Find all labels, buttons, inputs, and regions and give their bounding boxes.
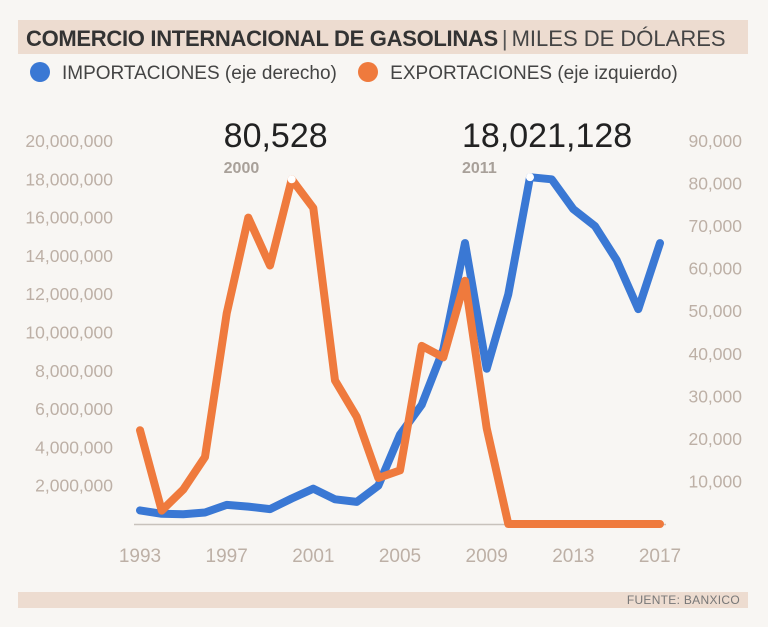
x-tick-label: 1993 (119, 546, 161, 567)
x-tick-label: 2017 (639, 546, 681, 567)
peak-year-label: 2000 (224, 160, 260, 177)
title-bar (18, 20, 748, 54)
exports-dot-icon (358, 62, 379, 82)
peak-value-label: 80,528 (224, 117, 328, 155)
peak-marker (526, 173, 534, 182)
y-right-tick-label: 60,000 (688, 259, 742, 279)
y-right-tick-label: 50,000 (688, 301, 742, 321)
peak-year-label: 2011 (462, 160, 497, 177)
title-main: COMERCIO INTERNACIONAL DE GASOLINAS (26, 26, 498, 51)
y-right-tick-label: 80,000 (688, 174, 742, 194)
y-left-tick-label: 12,000,000 (25, 284, 113, 304)
legend-imports-label: IMPORTACIONES (eje derecho) (62, 63, 337, 84)
y-right-tick-label: 10,000 (688, 471, 742, 491)
y-left-tick-label: 4,000,000 (35, 437, 113, 457)
legend-exports-label: EXPORTACIONES (eje izquierdo) (390, 63, 678, 84)
x-tick-label: 2005 (379, 546, 421, 567)
y-right-tick-label: 20,000 (688, 429, 742, 449)
legend-item-exports: EXPORTACIONES (eje izquierdo) (358, 62, 678, 85)
y-left-tick-label: 18,000,000 (25, 169, 113, 189)
chart-title: COMERCIO INTERNACIONAL DE GASOLINAS | MILE… (26, 26, 726, 52)
y-left-tick-label: 6,000,000 (35, 399, 113, 419)
y-left-tick-label: 20,000,000 (25, 131, 113, 151)
imports-dot-icon (30, 62, 50, 82)
legend: IMPORTACIONES (eje derecho) EXPORTACIONE… (30, 62, 694, 85)
peak-marker (287, 175, 296, 184)
y-left-tick-label: 2,000,000 (35, 476, 113, 496)
y-left-tick-label: 10,000,000 (25, 323, 113, 343)
x-tick-label: 2009 (466, 546, 508, 567)
y-left-tick-label: 14,000,000 (25, 246, 113, 266)
title-unit: MILES DE DÓLARES (511, 26, 726, 51)
y-left-tick-label: 8,000,000 (35, 361, 113, 381)
legend-item-imports: IMPORTACIONES (eje derecho) (30, 62, 337, 85)
y-right-tick-label: 90,000 (688, 131, 742, 151)
x-tick-label: 2001 (292, 546, 334, 567)
x-tick-label: 2013 (552, 546, 594, 567)
peak-value-label: 18,021,128 (462, 117, 632, 155)
source-note: FUENTE: BANXICO (626, 593, 740, 607)
title-separator: | (501, 26, 508, 51)
y-left-tick-label: 16,000,000 (25, 208, 113, 228)
footer-bar (18, 592, 748, 608)
y-right-tick-label: 40,000 (688, 344, 742, 364)
y-right-tick-label: 70,000 (688, 216, 742, 236)
x-tick-label: 1997 (206, 546, 248, 567)
y-right-tick-label: 30,000 (688, 386, 742, 406)
exports-line (136, 175, 664, 528)
